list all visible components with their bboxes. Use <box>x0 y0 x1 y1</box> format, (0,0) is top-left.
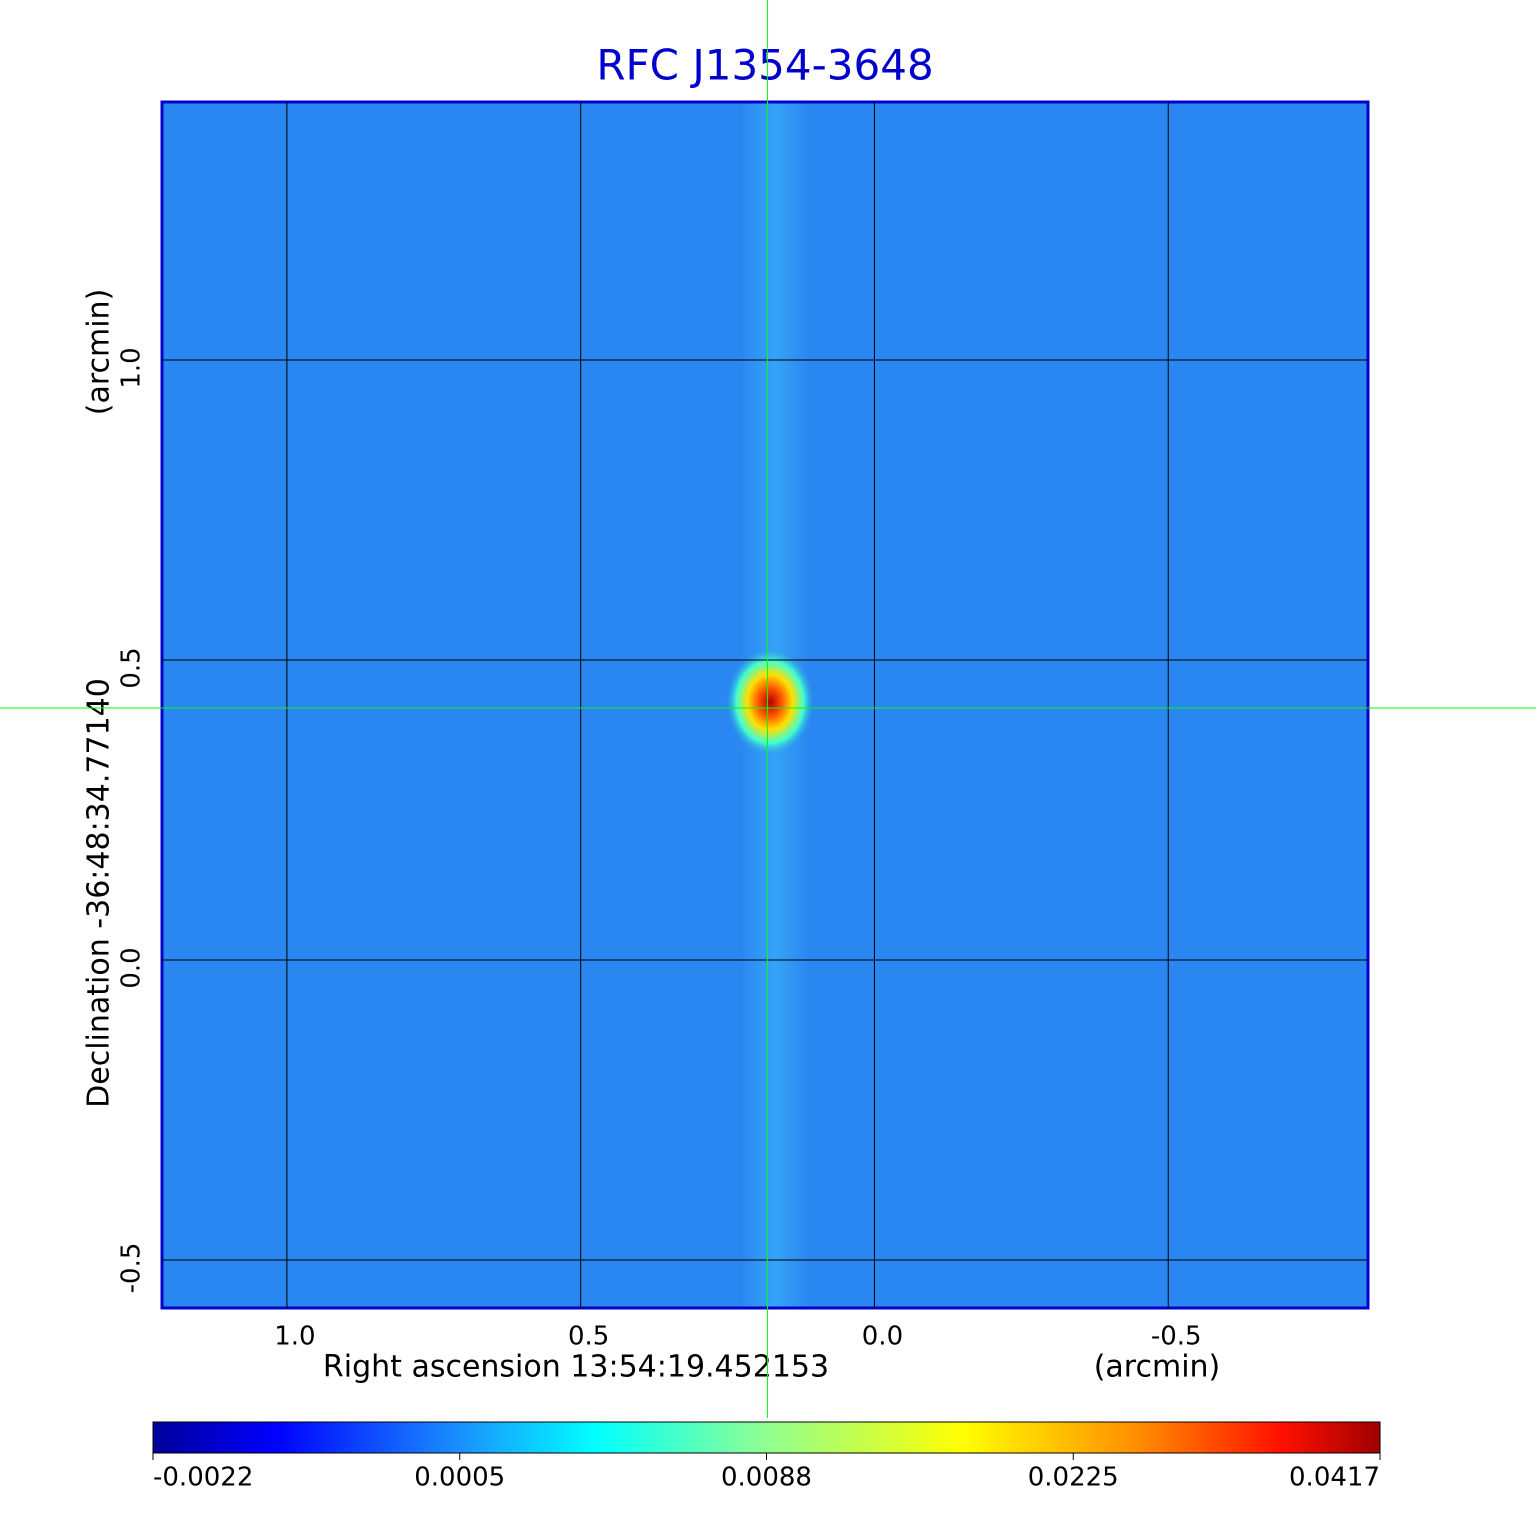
colorbar-tick-label: 0.0088 <box>721 1463 812 1493</box>
y-axis-unit: (arcmin) <box>82 289 117 416</box>
colorbar-tick-label: 0.0225 <box>1028 1463 1119 1493</box>
colorbar-tick-label: 0.0417 <box>1289 1463 1380 1493</box>
y-tick-label: 1.0 <box>117 347 147 388</box>
y-axis-label: Declination -36:48:34.77140 <box>82 678 117 1108</box>
x-axis-unit: (arcmin) <box>1094 1350 1221 1385</box>
x-tick-label: 1.0 <box>274 1322 315 1352</box>
colorbar-tick-label: -0.0022 <box>153 1463 253 1493</box>
colorbar <box>152 1421 1381 1454</box>
plot-frame <box>160 100 1370 1310</box>
x-axis-label: Right ascension 13:54:19.452153 <box>323 1350 829 1385</box>
x-tick-label: 0.5 <box>568 1322 609 1352</box>
chart-title: RFC J1354-3648 <box>596 41 933 90</box>
y-tick-label: -0.5 <box>117 1243 147 1294</box>
x-tick-label: -0.5 <box>1151 1322 1202 1352</box>
image-source <box>725 647 815 757</box>
y-tick-label: 0.0 <box>117 947 147 988</box>
colorbar-tick-label: 0.0005 <box>414 1463 505 1493</box>
y-tick-label: 0.5 <box>117 647 147 688</box>
x-tick-label: 0.0 <box>862 1322 903 1352</box>
